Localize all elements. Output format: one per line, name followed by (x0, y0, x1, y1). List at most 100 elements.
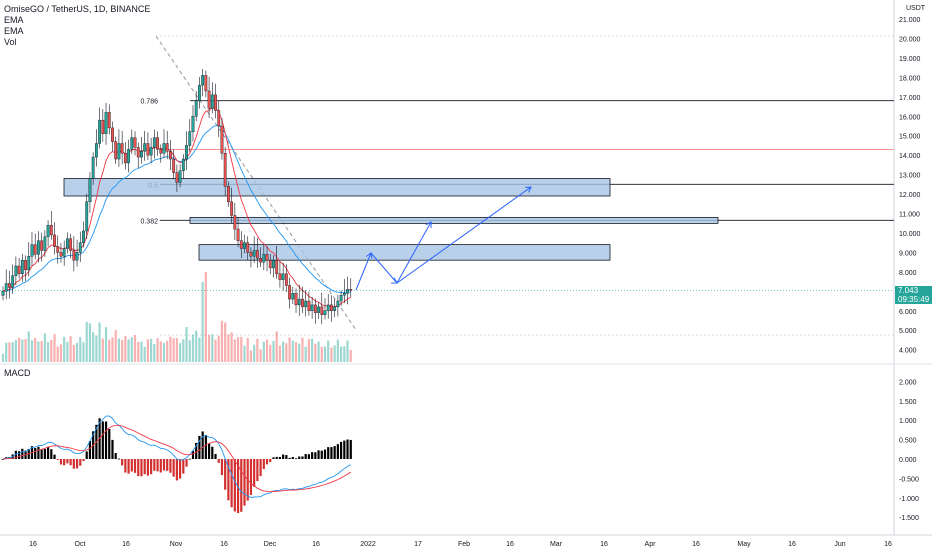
candle-body (252, 250, 256, 257)
time-tick: 2022 (360, 541, 376, 548)
candle-body (130, 137, 134, 150)
candle-body (91, 156, 95, 179)
time-tick: 16 (220, 541, 228, 548)
candle-body (349, 289, 353, 291)
volume-bar (143, 346, 146, 362)
volume-bar (14, 340, 17, 362)
indicator-ema-2[interactable]: EMA (4, 26, 24, 36)
time-tick: Apr (645, 541, 657, 548)
macd-histogram-bar (269, 459, 272, 463)
volume-bar (253, 344, 256, 362)
time-tick: 16 (506, 541, 514, 548)
candle-body (294, 293, 298, 306)
candle-body (156, 137, 159, 150)
price-tick: 13.000 (899, 173, 921, 180)
macd-histogram-bar (46, 446, 50, 459)
time-tick: 17 (414, 541, 422, 548)
projection-arrow-1 (396, 221, 432, 284)
macd-histogram-bar (349, 439, 352, 459)
macd-tick: -0.500 (899, 476, 919, 483)
macd-histogram-bar (162, 459, 166, 471)
macd-histogram-bar (301, 456, 304, 459)
macd-histogram-bar (282, 454, 285, 459)
volume-bar (172, 338, 175, 362)
volume-bar (104, 327, 108, 362)
volume-bar (1, 354, 5, 362)
volume-bar (46, 342, 50, 362)
time-tick: 16 (122, 541, 130, 548)
volume-bar (121, 340, 124, 362)
volume-bar (130, 337, 133, 362)
price-tick: 21.000 (899, 17, 921, 24)
volume-bar (50, 340, 53, 362)
bar-countdown: 09:35:49 (898, 295, 930, 304)
macd-histogram-bar (101, 421, 104, 459)
candle-body (255, 250, 259, 259)
volume-bar (259, 349, 262, 362)
volume-bar (291, 340, 294, 362)
macd-histogram-bar (195, 442, 198, 459)
volume-bar (343, 346, 346, 362)
candle-body (169, 151, 172, 160)
candle-body (120, 143, 124, 154)
macd-histogram-bar (82, 459, 85, 462)
volume-bar (117, 338, 121, 362)
candle-body (72, 250, 76, 261)
candle-body (304, 300, 308, 308)
candle-body (56, 246, 60, 253)
macd-histogram-bar (191, 450, 195, 459)
macd-histogram-bar (121, 459, 124, 466)
macd-histogram-bar (188, 458, 191, 460)
volume-bar (224, 322, 227, 362)
candle-body (82, 230, 85, 243)
volume-bar (275, 331, 278, 362)
candle-body (220, 125, 224, 154)
candle-body (301, 298, 304, 308)
macd-histogram-bar (294, 458, 298, 460)
candle-body (8, 283, 11, 288)
candle-body (207, 90, 211, 109)
macd-histogram-bar (236, 459, 240, 514)
volume-bar (79, 337, 82, 362)
candle-body (46, 224, 50, 238)
volume-bar (137, 342, 140, 362)
candle-body (94, 143, 98, 158)
volume-bar (346, 340, 349, 362)
macd-histogram-bar (75, 459, 79, 469)
volume-bar (198, 337, 201, 362)
volume-bar (159, 341, 162, 362)
indicator-volume[interactable]: Vol (4, 37, 17, 47)
candle-body (204, 75, 208, 92)
candle-body (336, 300, 340, 308)
macd-histogram-bar (320, 450, 323, 459)
volume-bar (320, 346, 323, 362)
candle-body (223, 153, 227, 187)
signal-line (2, 424, 352, 493)
macd-histogram-bar (18, 451, 21, 459)
price-tick: 19.000 (899, 56, 921, 63)
indicator-ema-1[interactable]: EMA (4, 15, 24, 25)
macd-histogram-bar (227, 459, 230, 501)
macd-histogram-bar (85, 451, 88, 459)
volume-bar (230, 332, 233, 362)
volume-bar (220, 320, 224, 362)
candle-body (210, 94, 214, 109)
macd-histogram-bar (288, 457, 291, 459)
candle-body (198, 84, 201, 101)
macd-histogram-bar (137, 459, 140, 477)
volume-bar (30, 340, 34, 362)
ema-fast-line (2, 107, 352, 308)
macd-label[interactable]: MACD (4, 368, 31, 378)
volume-bar (330, 347, 333, 362)
candle-body (175, 172, 179, 183)
macd-histogram-bar (179, 459, 182, 479)
candle-body (127, 149, 130, 164)
currency-label: USDT (906, 5, 926, 12)
volume-bar (233, 339, 236, 362)
volume-bar (133, 335, 137, 362)
volume-bar (127, 339, 130, 362)
volume-bar (140, 341, 143, 362)
candle-body (4, 283, 8, 292)
candle-body (185, 145, 188, 160)
